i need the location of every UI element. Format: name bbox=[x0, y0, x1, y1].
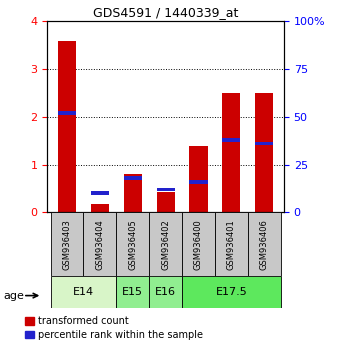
Bar bbox=[156, 188, 175, 192]
Text: GSM936404: GSM936404 bbox=[95, 219, 104, 270]
Bar bbox=[149, 276, 182, 308]
Bar bbox=[156, 192, 175, 212]
Text: E14: E14 bbox=[73, 287, 94, 297]
Bar bbox=[189, 180, 208, 184]
Text: GSM936402: GSM936402 bbox=[161, 219, 170, 270]
Bar bbox=[182, 212, 215, 276]
Bar bbox=[222, 138, 240, 142]
Bar bbox=[58, 41, 76, 212]
Bar bbox=[91, 204, 109, 212]
Bar bbox=[189, 147, 208, 212]
Legend: transformed count, percentile rank within the sample: transformed count, percentile rank withi… bbox=[25, 316, 203, 340]
Bar bbox=[255, 142, 273, 145]
Bar bbox=[116, 276, 149, 308]
Bar bbox=[91, 192, 109, 195]
Bar bbox=[182, 276, 281, 308]
Text: age: age bbox=[3, 291, 24, 301]
Text: E15: E15 bbox=[122, 287, 143, 297]
Bar bbox=[51, 212, 83, 276]
Bar bbox=[83, 212, 116, 276]
Text: E17.5: E17.5 bbox=[215, 287, 247, 297]
Bar bbox=[255, 93, 273, 212]
Text: GSM936400: GSM936400 bbox=[194, 219, 203, 270]
Bar bbox=[124, 174, 142, 212]
Title: GDS4591 / 1440339_at: GDS4591 / 1440339_at bbox=[93, 6, 238, 19]
Bar bbox=[124, 176, 142, 180]
Text: E16: E16 bbox=[155, 287, 176, 297]
Bar bbox=[116, 212, 149, 276]
Bar bbox=[248, 212, 281, 276]
Text: GSM936405: GSM936405 bbox=[128, 219, 137, 270]
Bar bbox=[51, 276, 116, 308]
Text: GSM936401: GSM936401 bbox=[227, 219, 236, 270]
Text: GSM936406: GSM936406 bbox=[260, 219, 269, 270]
Text: GSM936403: GSM936403 bbox=[63, 219, 72, 270]
Bar bbox=[222, 93, 240, 212]
Bar bbox=[149, 212, 182, 276]
Bar bbox=[215, 212, 248, 276]
Bar bbox=[58, 111, 76, 115]
